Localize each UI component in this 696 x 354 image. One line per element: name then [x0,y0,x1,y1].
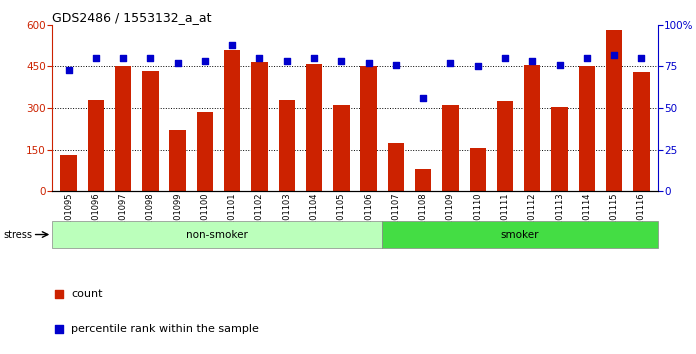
Bar [415,169,432,191]
Bar [470,148,486,191]
Point [581,55,592,61]
Point [554,62,565,68]
Point [90,55,102,61]
Bar [251,62,268,191]
Point [445,60,456,66]
Point [363,60,374,66]
Point [418,95,429,101]
Point [145,55,156,61]
Text: stress: stress [3,229,33,240]
Bar [224,50,240,191]
Text: non-smoker: non-smoker [187,229,248,240]
Bar [52,221,383,248]
Bar [88,100,104,191]
Bar [606,30,622,191]
Point [500,55,511,61]
Point [527,58,538,64]
Point [281,58,292,64]
Point [472,64,483,69]
Bar [388,143,404,191]
Bar [170,130,186,191]
Bar [497,101,513,191]
Point [390,62,402,68]
Bar [551,107,568,191]
Point [54,326,65,332]
Bar [278,100,295,191]
Bar [197,112,213,191]
Point [335,58,347,64]
Bar [306,64,322,191]
Point [254,55,265,61]
Point [227,42,238,47]
Text: percentile rank within the sample: percentile rank within the sample [72,324,259,334]
Bar [578,67,595,191]
Bar [361,67,377,191]
Bar [524,65,540,191]
Text: count: count [72,289,103,299]
Point [308,55,319,61]
Point [172,60,183,66]
Bar [633,72,649,191]
Point [54,291,65,297]
Bar [442,105,459,191]
Text: GDS2486 / 1553132_a_at: GDS2486 / 1553132_a_at [52,11,212,24]
Point [608,52,619,58]
Bar [115,67,132,191]
Point [635,55,647,61]
Point [118,55,129,61]
Bar [333,105,349,191]
Bar [383,221,658,248]
Text: smoker: smoker [501,229,539,240]
Bar [142,70,159,191]
Point [199,58,210,64]
Bar [61,155,77,191]
Point [63,67,74,73]
